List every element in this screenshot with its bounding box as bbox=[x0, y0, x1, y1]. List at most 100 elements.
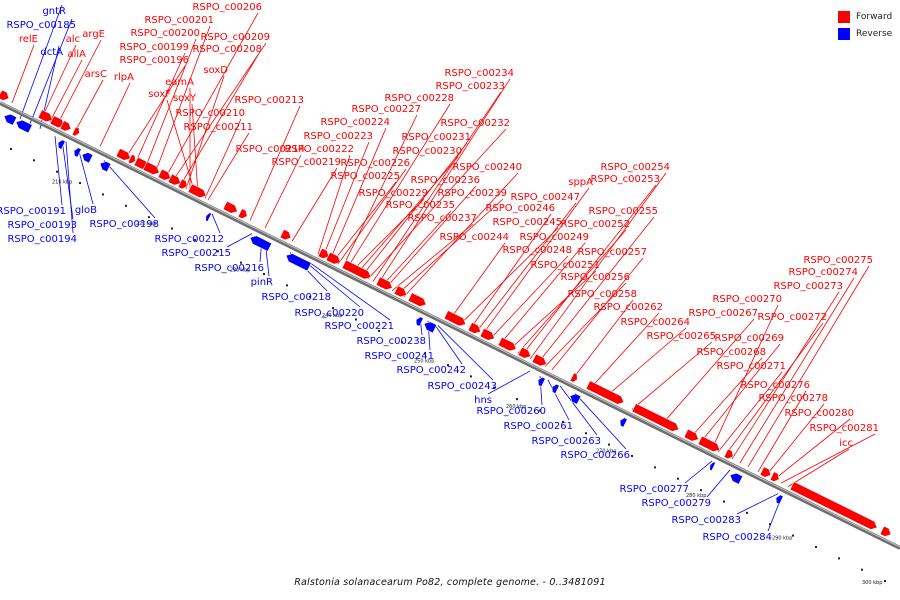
forward-gene-label: RSPO_c00214 bbox=[235, 144, 305, 155]
forward-gene-label: RSPO_c00252 bbox=[560, 219, 630, 230]
forward-gene-label: RSPO_c00206 bbox=[192, 2, 262, 13]
scale-minor-tick bbox=[286, 284, 288, 287]
scale-tick-label: 210 kbp bbox=[52, 180, 72, 186]
reverse-leader-line bbox=[54, 136, 63, 206]
scale-minor-tick bbox=[815, 545, 817, 548]
forward-gene-arrow bbox=[127, 153, 136, 165]
reverse-gene-label: hns bbox=[474, 395, 492, 406]
forward-gene-label: RSPO_c00235 bbox=[385, 200, 455, 211]
forward-gene-arrow bbox=[187, 183, 207, 199]
reverse-gene-label: RSPO_c00185 bbox=[6, 20, 76, 31]
forward-gene-label: soxF bbox=[148, 89, 171, 100]
forward-gene-label: RSPO_c00236 bbox=[410, 175, 480, 186]
scale-minor-tick bbox=[33, 159, 35, 162]
forward-leader-line bbox=[724, 322, 824, 456]
forward-gene-arrow bbox=[157, 168, 172, 181]
scale-minor-tick bbox=[171, 227, 173, 230]
reverse-leader-line bbox=[437, 325, 494, 381]
forward-gene-label: RSPO_c00271 bbox=[716, 361, 786, 372]
scale-minor-tick bbox=[217, 250, 219, 253]
forward-leader-line bbox=[544, 282, 627, 367]
legend-forward-label: Forward bbox=[856, 11, 893, 22]
forward-leader-line bbox=[342, 114, 418, 267]
forward-gene-label: alc bbox=[66, 34, 80, 45]
scale-minor-tick bbox=[585, 432, 587, 435]
forward-gene-label: RSPO_c00249 bbox=[519, 232, 589, 243]
forward-gene-label: RSPO_c00224 bbox=[320, 117, 390, 128]
forward-gene-label: RSPO_c00232 bbox=[440, 118, 510, 129]
forward-gene-label: RSPO_c00228 bbox=[384, 93, 454, 104]
forward-gene-arrow bbox=[0, 89, 10, 101]
forward-leader-line bbox=[403, 172, 519, 298]
scale-minor-tick bbox=[125, 204, 127, 207]
scale-minor-tick bbox=[700, 489, 702, 492]
forward-gene-label: RSPO_c00256 bbox=[560, 272, 630, 283]
forward-gene-label: RSPO_c00201 bbox=[144, 15, 214, 26]
reverse-gene-label: RSPO_c00260 bbox=[476, 406, 546, 417]
scale-minor-tick bbox=[677, 477, 679, 480]
forward-gene-arrow bbox=[177, 178, 188, 190]
reverse-gene-arrow bbox=[537, 376, 546, 388]
forward-gene-label: RSPO_c00210 bbox=[175, 108, 245, 119]
forward-leader-line bbox=[773, 418, 851, 481]
reverse-leader-line bbox=[65, 141, 74, 234]
forward-gene-arrow bbox=[167, 173, 182, 186]
forward-gene-label: RSPO_c00213 bbox=[234, 95, 304, 106]
forward-gene-arrow bbox=[697, 435, 721, 452]
forward-gene-label: RSPO_c00264 bbox=[620, 317, 690, 328]
reverse-leader-line bbox=[29, 18, 73, 124]
forward-gene-arrow bbox=[769, 471, 780, 483]
reverse-leader-line bbox=[559, 385, 598, 436]
reverse-gene-arrow bbox=[709, 461, 716, 472]
reverse-gene-label: RSPO_c00241 bbox=[364, 351, 434, 362]
scale-tick-label: 280 kbp bbox=[686, 493, 706, 499]
scale-tick-label: 290 kbp bbox=[772, 536, 792, 542]
forward-gene-arrow bbox=[879, 525, 892, 537]
forward-gene-label: RSPO_c00270 bbox=[712, 294, 782, 305]
forward-leader-line bbox=[41, 44, 77, 118]
forward-leader-line bbox=[459, 227, 559, 325]
forward-gene-label: RSPO_c00267 bbox=[688, 308, 758, 319]
reverse-gene-label: gloB bbox=[75, 205, 97, 216]
reverse-gene-label: RSPO_c00238 bbox=[356, 336, 426, 347]
forward-leader-line bbox=[605, 327, 687, 397]
reverse-gene-arrow bbox=[81, 152, 94, 164]
reverse-gene-label: RSPO_c00243 bbox=[427, 381, 497, 392]
forward-leader-line bbox=[73, 79, 104, 134]
forward-gene-label: RSPO_c00251 bbox=[530, 260, 600, 271]
scale-minor-tick bbox=[539, 409, 541, 412]
forward-gene-label: RSPO_c00257 bbox=[577, 247, 647, 258]
forward-gene-label: RSPO_c00200 bbox=[130, 28, 200, 39]
forward-gene-arrow bbox=[279, 228, 292, 241]
forward-gene-label: RSPO_c00196 bbox=[119, 55, 189, 66]
forward-gene-label: arsC bbox=[85, 69, 107, 80]
forward-leader-line bbox=[171, 42, 267, 183]
forward-gene-label: RSPO_c00240 bbox=[452, 162, 522, 173]
scale-minor-tick bbox=[792, 534, 794, 537]
reverse-gene-label: RSPO_c00279 bbox=[641, 498, 711, 509]
scale-minor-tick bbox=[608, 443, 610, 446]
forward-leader-line bbox=[739, 277, 855, 464]
reverse-gene-arrow bbox=[15, 119, 33, 134]
forward-leader-line bbox=[99, 82, 131, 147]
forward-leader-line bbox=[757, 390, 807, 472]
forward-leader-line bbox=[264, 154, 302, 229]
scale-tick-label: 240 kbp bbox=[322, 313, 342, 319]
forward-leader-line bbox=[249, 105, 301, 221]
forward-leader-line bbox=[351, 198, 425, 272]
reverse-gene-label: RSPO_c00198 bbox=[89, 219, 159, 230]
scale-minor-tick bbox=[56, 170, 58, 173]
scale-minor-tick bbox=[10, 147, 12, 150]
forward-gene-label: RSPO_c00227 bbox=[351, 104, 421, 115]
reverse-gene-label: gntR bbox=[42, 6, 66, 17]
forward-gene-arrow bbox=[759, 466, 772, 478]
forward-leader-line bbox=[391, 223, 474, 292]
reverse-gene-label: RSPO_c00191 bbox=[0, 206, 66, 217]
reverse-gene-arrow bbox=[551, 383, 560, 395]
forward-gene-label: RSPO_c00269 bbox=[714, 333, 784, 344]
forward-leader-line bbox=[661, 318, 755, 425]
forward-leader-line bbox=[787, 448, 850, 487]
legend-forward: Forward bbox=[838, 8, 898, 25]
reverse-gene-label: RSPO_c00194 bbox=[7, 234, 77, 245]
reverse-gene-label: dctA bbox=[40, 47, 63, 58]
